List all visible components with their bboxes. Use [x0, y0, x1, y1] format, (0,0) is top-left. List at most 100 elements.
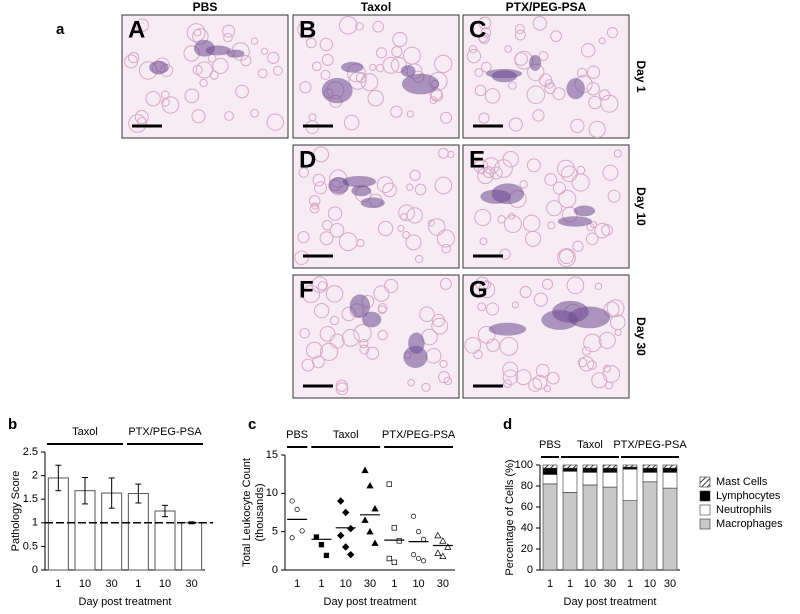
alveolus: [438, 370, 451, 384]
micrograph: E: [462, 144, 630, 269]
alveolus: [338, 232, 358, 252]
alveolus: [398, 204, 415, 222]
micrograph-bg: [462, 14, 630, 139]
y-tick-label: 0: [272, 564, 278, 576]
point: [299, 528, 305, 534]
infiltrate: [349, 294, 371, 318]
point: [337, 497, 345, 505]
bar-segment: [662, 472, 678, 489]
alveolus: [427, 219, 435, 227]
alveolus: [581, 43, 596, 58]
alveolus: [414, 183, 427, 196]
alveolus: [212, 57, 229, 75]
bar-segment: [602, 472, 618, 488]
alveolus: [377, 330, 388, 341]
x-axis-label: Day post treatment: [324, 596, 417, 608]
alveolus: [299, 81, 312, 94]
alveolus: [311, 202, 319, 210]
alveolus: [199, 78, 208, 88]
alveolus: [439, 359, 448, 368]
alveolus: [329, 315, 340, 326]
x-tick-label: 10: [412, 578, 424, 590]
infiltrate: [485, 68, 523, 79]
legend-swatch: [699, 490, 711, 502]
y-axis-sublabel: (thousands): [254, 483, 266, 541]
infiltrate: [205, 45, 231, 56]
micrograph: B: [292, 14, 460, 139]
infiltrate: [568, 306, 611, 329]
x-tick-label: 1: [391, 578, 397, 590]
point: [294, 506, 300, 512]
alveolus: [431, 313, 446, 328]
alveolus: [497, 215, 506, 224]
alveolus: [614, 328, 622, 337]
alveolus: [302, 284, 321, 303]
x-tick-label: 1: [567, 578, 573, 590]
alveolus: [400, 212, 408, 221]
alveolus: [477, 166, 486, 175]
alveolus: [514, 24, 525, 35]
group-label: PTX/PEG-PSA: [382, 429, 456, 441]
x-tick-label: 10: [79, 578, 91, 590]
alveolus: [489, 166, 503, 180]
legend-label: Mast Cells: [716, 476, 768, 488]
alveolus: [581, 346, 592, 356]
bar-segment: [642, 472, 658, 483]
alveolus: [478, 112, 490, 124]
panel-letter: G: [469, 276, 488, 303]
alveolus: [524, 230, 542, 247]
alveolus: [311, 61, 322, 72]
alveolus: [135, 18, 149, 32]
alveolus: [441, 243, 452, 254]
alveolus: [480, 27, 492, 38]
point: [337, 531, 345, 540]
alveolus: [586, 81, 600, 96]
alveolus: [464, 336, 482, 354]
alveolus: [434, 54, 453, 74]
infiltrate: [321, 77, 353, 104]
alveolus: [298, 167, 309, 178]
alveolus: [402, 230, 411, 239]
alveolus: [235, 84, 249, 99]
alveolus: [319, 231, 334, 246]
alveolus: [436, 229, 455, 248]
bar-segment: [562, 464, 578, 469]
point: [318, 542, 325, 548]
panel-letter: B: [299, 16, 316, 43]
point: [434, 549, 442, 556]
point: [361, 466, 369, 474]
y-tick-label: 1.5: [23, 493, 38, 505]
alveolus: [297, 231, 310, 244]
bar-segment: [602, 464, 618, 469]
alveolus: [511, 301, 519, 309]
alveolus: [480, 61, 492, 73]
alveolus: [607, 189, 621, 203]
point: [421, 536, 427, 542]
row-label: Day 10: [634, 187, 648, 226]
panel-letter: A: [128, 16, 145, 43]
y-tick-label: 60: [521, 501, 533, 513]
y-tick-label: 0.5: [23, 540, 38, 552]
point: [391, 559, 397, 565]
alveolus: [405, 234, 422, 251]
alveolus: [508, 117, 523, 132]
alveolus: [478, 32, 490, 44]
alveolus: [440, 111, 453, 124]
alveolus: [341, 329, 360, 347]
alveolus: [266, 113, 284, 131]
bar-segment: [582, 472, 598, 486]
bar-segment: [582, 464, 598, 469]
y-tick-label: 1: [32, 517, 38, 529]
point: [289, 498, 295, 504]
alveolus: [407, 378, 415, 387]
legend-label: Lymphocytes: [716, 490, 781, 502]
alveolus: [305, 37, 317, 49]
alveolus: [353, 324, 372, 343]
alveolus: [191, 109, 206, 124]
panel-letter: F: [299, 276, 314, 303]
point: [313, 534, 320, 540]
alveolus: [391, 46, 403, 58]
alveolus: [297, 21, 314, 38]
bar-segment: [542, 464, 558, 469]
alveolus: [482, 280, 492, 290]
